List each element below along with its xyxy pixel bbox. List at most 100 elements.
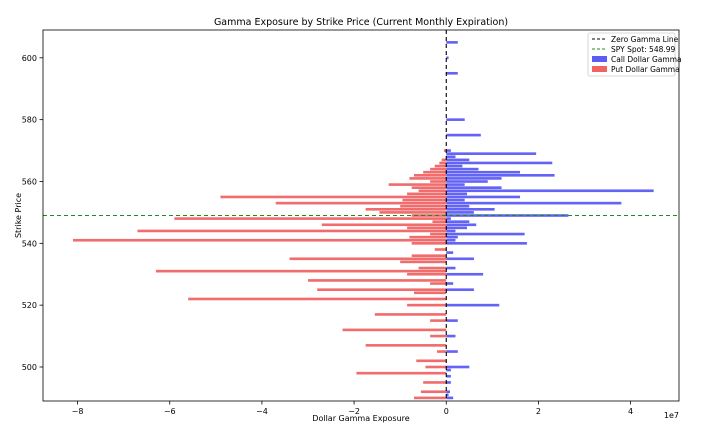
put-gamma-bar-527 [430, 282, 447, 285]
put-gamma-bar-560 [430, 180, 447, 183]
put-gamma-bar-492 [420, 390, 447, 394]
call-gamma-bar-560 [446, 180, 488, 183]
put-gamma-bar-524 [414, 291, 447, 295]
x-axis-offset-label: 1e7 [664, 411, 679, 420]
put-gamma-bar-546 [321, 223, 447, 227]
legend: Zero Gamma Line SPY Spot: 548.99 Call Do… [587, 32, 682, 77]
y-tick-label: 600 [22, 54, 37, 63]
call-gamma-bar-563 [446, 170, 520, 174]
put-gamma-bar-541 [72, 238, 447, 242]
call-gamma-bar-525 [446, 288, 474, 292]
put-gamma-bar-525 [317, 288, 447, 292]
call-gamma-bar-505 [446, 350, 458, 353]
call-gamma-bar-562 [446, 173, 555, 177]
x-tick-label: 4 [628, 407, 633, 416]
put-gamma-bar-532 [418, 266, 447, 270]
put-gamma-bar-557 [418, 189, 447, 193]
put-gamma-bar-548 [174, 217, 447, 220]
call-gamma-bar-580 [446, 118, 465, 121]
call-gamma-bar-515 [446, 319, 458, 322]
put-gamma-bar-554 [402, 198, 447, 202]
call-gamma-bar-568 [446, 155, 456, 159]
call-gamma-bar-548 [446, 217, 451, 220]
legend-label-spy-spot: SPY Spot: 548.99 [611, 45, 676, 54]
chart-title: Gamma Exposure by Strike Price (Current … [214, 17, 508, 28]
call-gamma-bar-547 [446, 220, 470, 223]
y-tick-label: 560 [22, 177, 37, 186]
put-gamma-bar-562 [414, 173, 447, 177]
y-tick-label: 580 [22, 116, 37, 125]
call-gamma-bar-555 [446, 195, 520, 199]
call-gamma-bar-537 [446, 251, 454, 254]
legend-label-zero-gamma-line: Zero Gamma Line [611, 35, 679, 44]
x-tick-label: 2 [536, 407, 541, 416]
put-gamma-bar-566 [439, 161, 447, 165]
call-gamma-bar-569 [446, 152, 537, 155]
call-gamma-bar-544 [446, 229, 456, 233]
put-gamma-bar-531 [155, 269, 447, 273]
call-gamma-bar-605 [446, 41, 458, 44]
put-gamma-bar-550 [379, 211, 447, 214]
put-gamma-bar-540 [411, 242, 447, 245]
call-gamma-bar-575 [446, 133, 481, 137]
put-gamma-bar-561 [409, 177, 447, 180]
call-gamma-bar-565 [446, 164, 463, 168]
put-gamma-bar-570 [443, 149, 447, 152]
legend-swatch-put-dollar-gamma [592, 66, 607, 72]
call-gamma-bar-491 [446, 393, 449, 397]
put-gamma-bar-528 [308, 279, 447, 282]
y-tick-label: 500 [22, 363, 37, 372]
call-gamma-bar-543 [446, 232, 525, 236]
put-gamma-bar-552 [400, 204, 447, 208]
y-tick-label: 520 [22, 301, 37, 310]
put-gamma-bar-544 [137, 229, 447, 233]
put-gamma-bar-534 [400, 260, 447, 264]
put-gamma-bar-559 [388, 183, 447, 186]
put-gamma-bar-536 [411, 254, 447, 258]
call-gamma-bar-554 [446, 198, 465, 202]
put-gamma-bar-517 [374, 313, 447, 316]
put-gamma-bar-490 [414, 396, 447, 400]
put-gamma-bar-556 [407, 192, 447, 196]
x-tick-label: 0 [444, 407, 449, 416]
legend-label-put-dollar-gamma: Put Dollar Gamma [611, 65, 680, 74]
put-gamma-bar-564 [430, 167, 447, 171]
put-gamma-bar-515 [430, 319, 447, 322]
call-gamma-bar-559 [446, 183, 465, 186]
call-gamma-bar-535 [446, 257, 474, 261]
put-gamma-bar-567 [441, 158, 447, 162]
put-gamma-bar-565 [434, 164, 447, 168]
put-gamma-bar-530 [407, 272, 447, 276]
call-gamma-bar-556 [446, 192, 467, 196]
ticks-layer: −8 −6 −4 −2 0 2 4 500 520 540 560 580 600 [22, 54, 633, 416]
bars-layer [72, 41, 654, 400]
put-gamma-bar-542 [409, 235, 447, 239]
call-gamma-bar-553 [446, 201, 622, 205]
call-gamma-bar-490 [446, 396, 454, 400]
call-gamma-bar-561 [446, 177, 502, 180]
legend-box [587, 32, 676, 77]
call-gamma-bar-510 [446, 334, 456, 338]
call-gamma-bar-520 [446, 303, 500, 307]
call-gamma-bar-550 [446, 211, 474, 214]
put-gamma-bar-522 [188, 297, 447, 301]
x-tick-label: −2 [348, 407, 360, 416]
put-gamma-bar-538 [434, 248, 447, 251]
reference-lines-layer [43, 30, 679, 401]
call-gamma-bar-545 [446, 226, 467, 230]
put-gamma-bar-500 [425, 365, 447, 369]
put-gamma-bar-555 [220, 195, 447, 199]
call-gamma-bar-499 [446, 368, 451, 372]
put-gamma-bar-543 [430, 232, 447, 236]
put-gamma-bar-563 [423, 170, 447, 174]
call-gamma-bar-557 [446, 189, 654, 193]
call-gamma-bar-552 [446, 204, 470, 208]
call-gamma-bar-558 [446, 186, 502, 189]
y-axis-title: Strike Price [14, 193, 23, 238]
put-gamma-bar-502 [416, 359, 447, 363]
call-gamma-bar-540 [446, 242, 527, 245]
put-gamma-bar-512 [342, 328, 447, 332]
plot-area-frame [42, 29, 680, 402]
call-gamma-bar-570 [446, 149, 451, 152]
call-gamma-bar-527 [446, 282, 454, 285]
